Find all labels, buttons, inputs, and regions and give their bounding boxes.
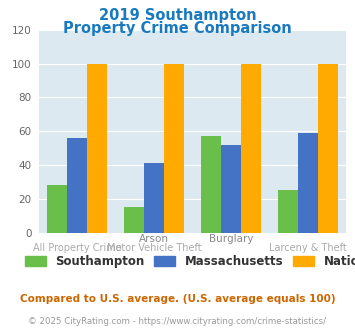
Text: Larceny & Theft: Larceny & Theft (269, 243, 346, 252)
Text: Motor Vehicle Theft: Motor Vehicle Theft (107, 243, 202, 252)
Text: Burglary: Burglary (209, 234, 253, 244)
Bar (124, 207, 144, 233)
Bar (67, 138, 87, 233)
Text: All Property Crime: All Property Crime (33, 243, 122, 252)
Bar (48, 185, 67, 233)
Bar (201, 136, 221, 233)
Bar (221, 145, 241, 233)
Text: Compared to U.S. average. (U.S. average equals 100): Compared to U.S. average. (U.S. average … (20, 294, 335, 304)
Bar (298, 133, 318, 233)
Bar (318, 64, 338, 233)
Bar (164, 64, 184, 233)
Text: © 2025 CityRating.com - https://www.cityrating.com/crime-statistics/: © 2025 CityRating.com - https://www.city… (28, 317, 327, 326)
Bar (87, 64, 107, 233)
Bar (241, 64, 261, 233)
Text: Arson: Arson (139, 234, 169, 244)
Legend: Southampton, Massachusetts, National: Southampton, Massachusetts, National (20, 250, 355, 273)
Text: 2019 Southampton: 2019 Southampton (99, 8, 256, 23)
Bar (144, 163, 164, 233)
Bar (278, 190, 298, 233)
Text: Property Crime Comparison: Property Crime Comparison (63, 21, 292, 36)
